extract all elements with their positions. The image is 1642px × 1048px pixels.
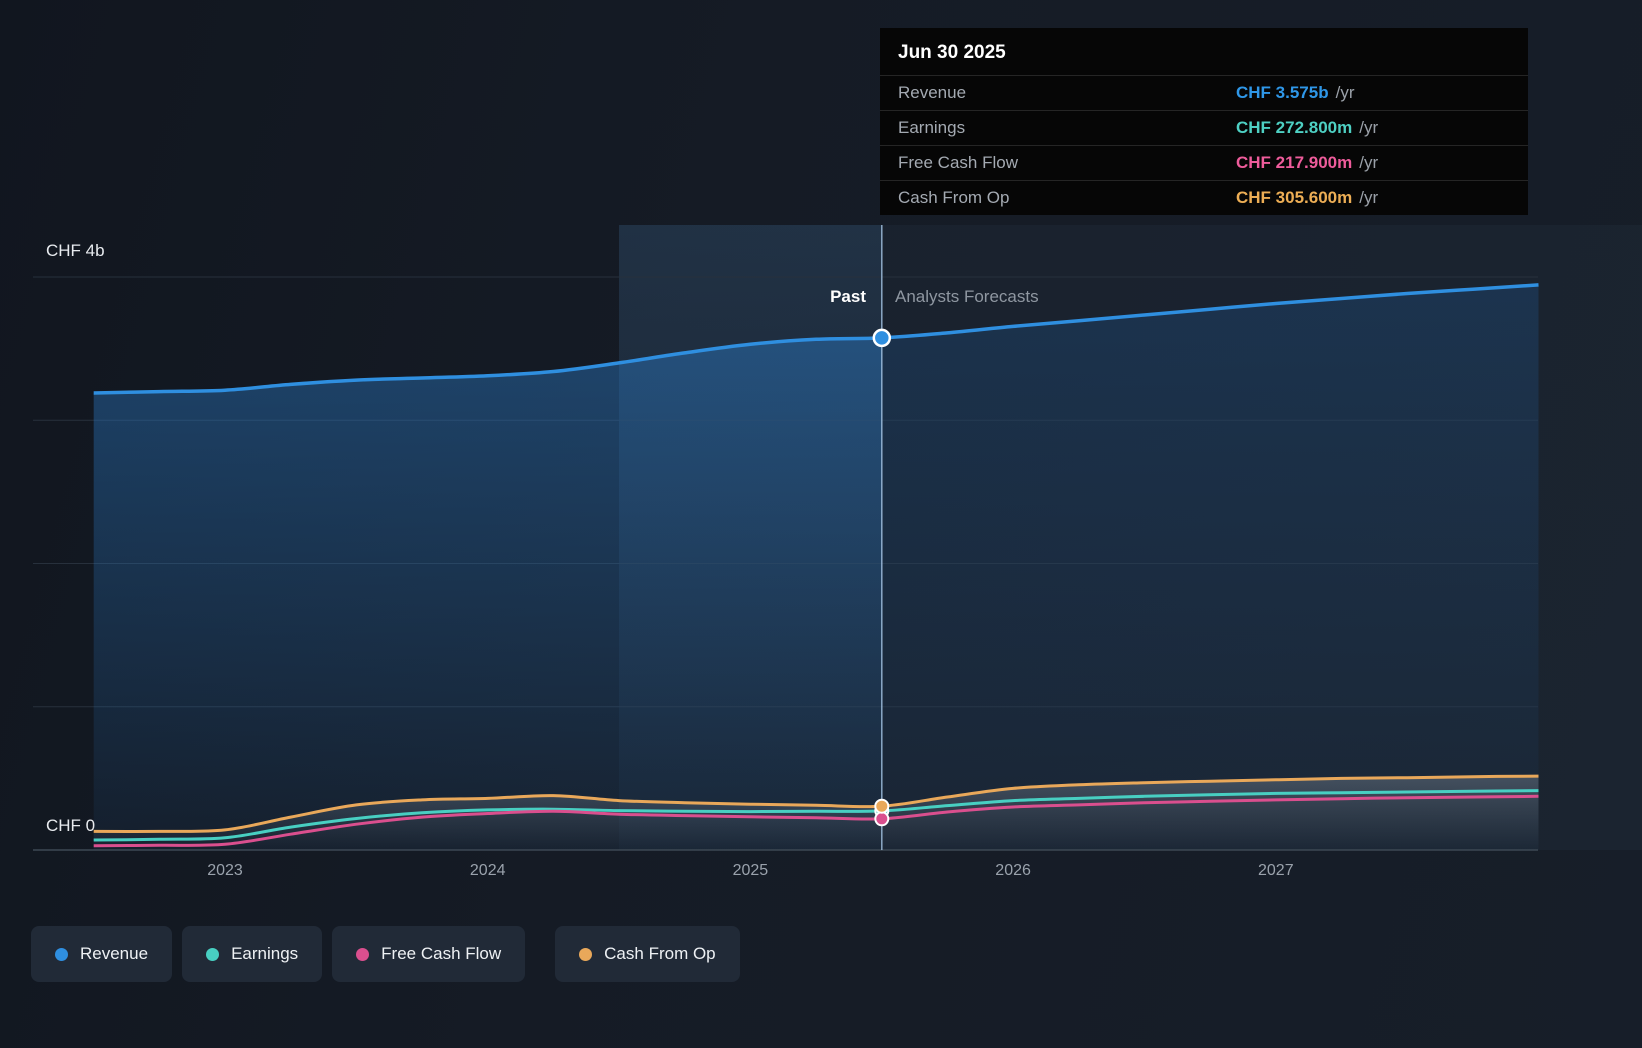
legend-dot-icon [356, 947, 370, 961]
legend-item-cash-from-op[interactable]: Cash From Op [555, 926, 740, 982]
tooltip-row-free-cash-flow: Free Cash Flow CHF 217.900m /yr [880, 145, 1528, 180]
tooltip-value: CHF 217.900m [1236, 153, 1353, 172]
x-axis-tick: 2027 [1258, 862, 1294, 879]
y-axis-label-zero: CHF 0 [46, 816, 96, 835]
cash-from-op-line [93, 774, 1539, 833]
y-axis-label-top: CHF 4b [46, 241, 105, 260]
tooltip-label: Free Cash Flow [898, 153, 1018, 172]
cash-from-op-marker[interactable] [874, 798, 890, 814]
tooltip-label: Revenue [898, 83, 967, 102]
legend-item-free-cash-flow[interactable]: Free Cash Flow [332, 926, 526, 982]
legend-label: Revenue [80, 944, 149, 963]
tooltip-date: Jun 30 2025 [898, 42, 1006, 63]
forecast-label: Analysts Forecasts [895, 287, 1039, 306]
past-label: Past [830, 287, 866, 306]
revenue-area-past [93, 337, 882, 850]
free-cash-flow-line [93, 794, 1539, 848]
tooltip-value: CHF 272.800m [1236, 118, 1353, 137]
tooltip-row-cash-from-op: Cash From Op CHF 305.600m /yr [880, 180, 1528, 215]
tooltip-suffix: /yr [1359, 118, 1379, 137]
legend-item-revenue[interactable]: Revenue [31, 926, 173, 982]
revenue-marker[interactable] [872, 328, 892, 348]
legend-dot-icon [206, 947, 220, 961]
tooltip-label: Earnings [898, 118, 966, 137]
tooltip-row-revenue: Revenue CHF 3.575b /yr [880, 75, 1528, 110]
x-axis-tick: 2025 [732, 862, 769, 879]
tooltip-suffix: /yr [1335, 83, 1355, 102]
tooltip-label: Cash From Op [898, 188, 1010, 207]
free-cash-flow-marker[interactable] [874, 811, 890, 827]
tooltip-suffix: /yr [1359, 188, 1379, 207]
tooltip-row-earnings: Earnings CHF 272.800m /yr [880, 110, 1528, 145]
x-axis-tick: 2023 [207, 862, 243, 879]
x-axis-tick: 2024 [469, 862, 506, 879]
legend-label: Earnings [231, 944, 299, 963]
legend: Revenue Earnings Free Cash Flow Cash From O… [31, 926, 740, 982]
legend-item-earnings[interactable]: Earnings [182, 926, 323, 982]
tooltip-suffix: /yr [1359, 153, 1379, 172]
x-axis-tick: 2026 [995, 862, 1031, 879]
legend-label: Free Cash Flow [381, 944, 502, 963]
revenue-area-forecast [881, 284, 1539, 850]
tooltip: Jun 30 2025 Revenue CHF 3.575b /yr Earni… [880, 28, 1528, 215]
legend-dot-icon [55, 947, 68, 961]
legend-label: Cash From Op [604, 944, 716, 963]
revenue-line [93, 283, 1539, 395]
tooltip-value: CHF 305.600m [1236, 188, 1353, 207]
earnings-line [93, 789, 1539, 842]
legend-dot-icon [579, 947, 593, 961]
tooltip-value: CHF 3.575b [1236, 83, 1329, 102]
